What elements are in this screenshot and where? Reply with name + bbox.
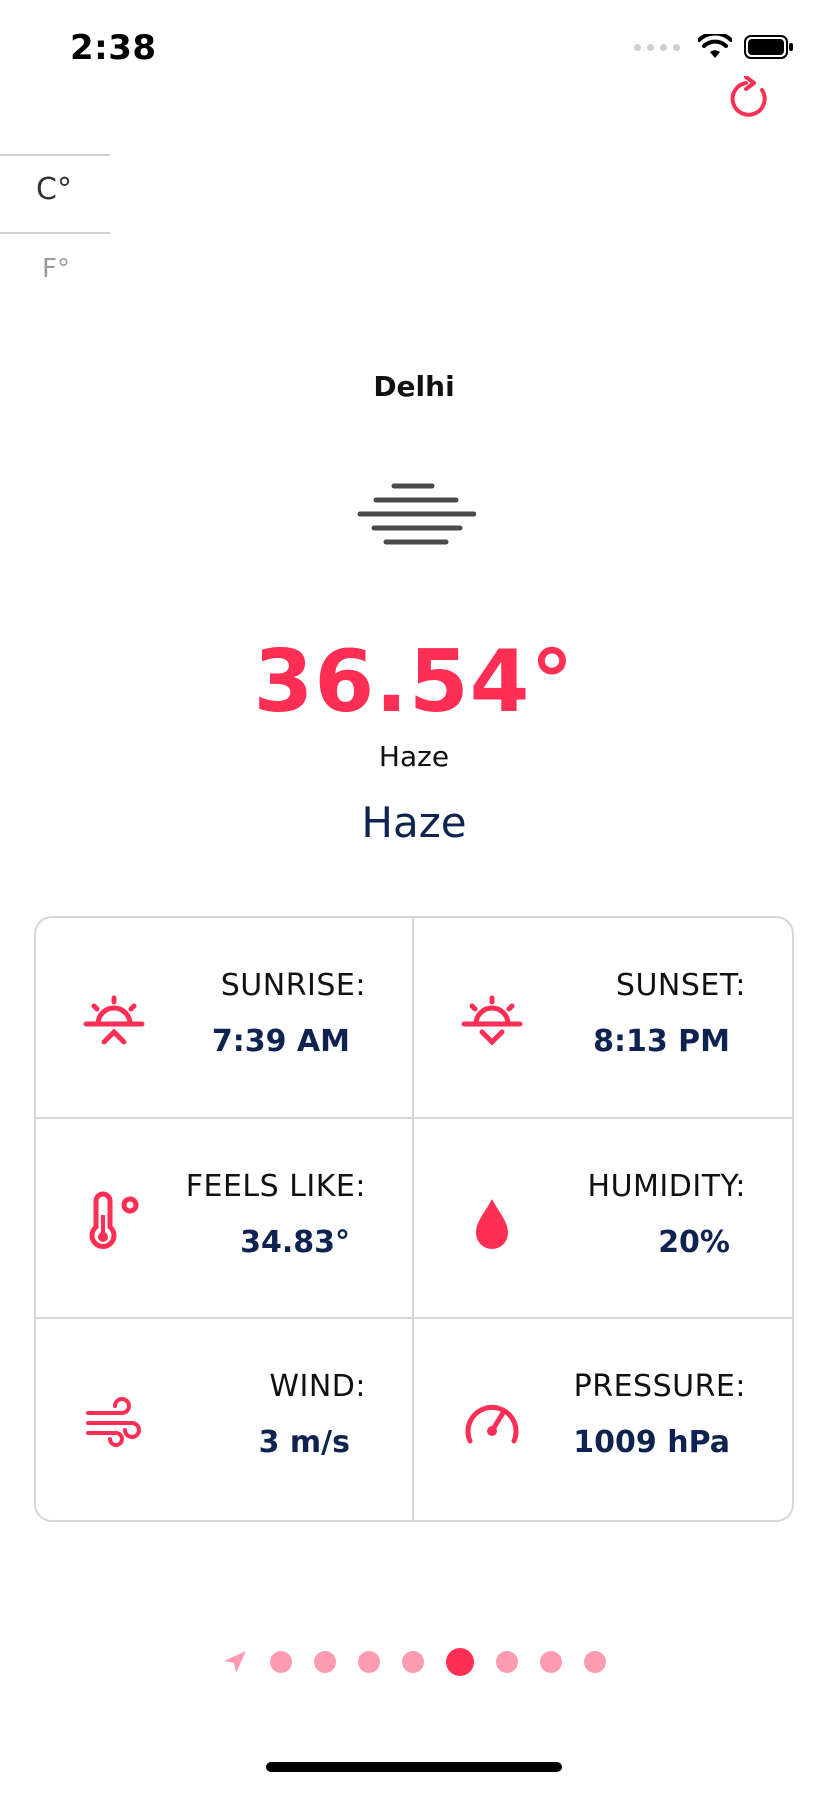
temperature: 36.54° bbox=[253, 632, 575, 732]
haze-icon bbox=[357, 483, 476, 545]
weather-details-grid: SUNRISE: 7:39 AM SUNSET: 8:13 PM FEE bbox=[34, 916, 794, 1522]
refresh-icon[interactable] bbox=[726, 76, 772, 122]
status-icons bbox=[634, 34, 794, 60]
battery-icon bbox=[744, 35, 793, 59]
wind-icon bbox=[86, 1397, 141, 1448]
wind-cell: WIND: 3 m/s bbox=[36, 1319, 414, 1520]
water-drop-icon bbox=[476, 1198, 508, 1249]
humidity-value: 20% bbox=[658, 1224, 730, 1260]
unit-fahrenheit-option[interactable]: F° bbox=[42, 254, 70, 284]
page-dot[interactable] bbox=[584, 1651, 606, 1673]
location-arrow-icon[interactable] bbox=[222, 1649, 248, 1675]
feels-like-value: 34.83° bbox=[240, 1224, 350, 1260]
page-dot[interactable] bbox=[540, 1651, 562, 1673]
page-dot[interactable] bbox=[496, 1651, 518, 1673]
wind-value: 3 m/s bbox=[258, 1425, 350, 1461]
pressure-value: 1009 hPa bbox=[573, 1425, 730, 1461]
feels-like-label: FEELS LIKE: bbox=[185, 1168, 366, 1204]
thermometer-icon bbox=[89, 1191, 139, 1249]
page-indicator bbox=[0, 1648, 828, 1676]
cellular-signal-icon bbox=[634, 43, 680, 51]
pressure-cell: PRESSURE: 1009 hPa bbox=[414, 1319, 792, 1520]
wifi-icon bbox=[698, 34, 732, 58]
humidity-cell: HUMIDITY: 20% bbox=[414, 1119, 792, 1320]
feels-like-cell: FEELS LIKE: 34.83° bbox=[36, 1118, 414, 1320]
sunrise-label: SUNRISE: bbox=[220, 968, 366, 1003]
condition-description: Haze bbox=[361, 798, 467, 847]
sunset-cell: SUNSET: 8:13 PM bbox=[414, 918, 792, 1119]
unit-celsius-option[interactable]: C° bbox=[36, 172, 72, 207]
gauge-icon bbox=[465, 1405, 519, 1444]
pressure-label: PRESSURE: bbox=[573, 1369, 746, 1405]
page-dot-active[interactable] bbox=[446, 1648, 474, 1676]
page-dot[interactable] bbox=[270, 1651, 292, 1673]
page-dot[interactable] bbox=[402, 1651, 424, 1673]
home-indicator[interactable] bbox=[266, 1762, 562, 1772]
city-name: Delhi bbox=[373, 370, 455, 403]
condition-main: Haze bbox=[378, 740, 450, 773]
sunset-icon bbox=[461, 995, 523, 1046]
sunrise-value: 7:39 AM bbox=[211, 1024, 350, 1059]
page-dot[interactable] bbox=[314, 1651, 336, 1673]
sunrise-icon bbox=[83, 995, 145, 1045]
sunset-label: SUNSET: bbox=[615, 968, 746, 1003]
humidity-label: HUMIDITY: bbox=[587, 1168, 746, 1204]
sunset-value: 8:13 PM bbox=[593, 1024, 730, 1059]
wind-label: WIND: bbox=[269, 1369, 366, 1405]
page-dot[interactable] bbox=[358, 1651, 380, 1673]
unit-divider-top bbox=[0, 154, 110, 156]
status-time: 2:38 bbox=[70, 28, 157, 68]
sunrise-cell: SUNRISE: 7:39 AM bbox=[36, 918, 414, 1119]
unit-divider-bottom bbox=[0, 232, 110, 234]
